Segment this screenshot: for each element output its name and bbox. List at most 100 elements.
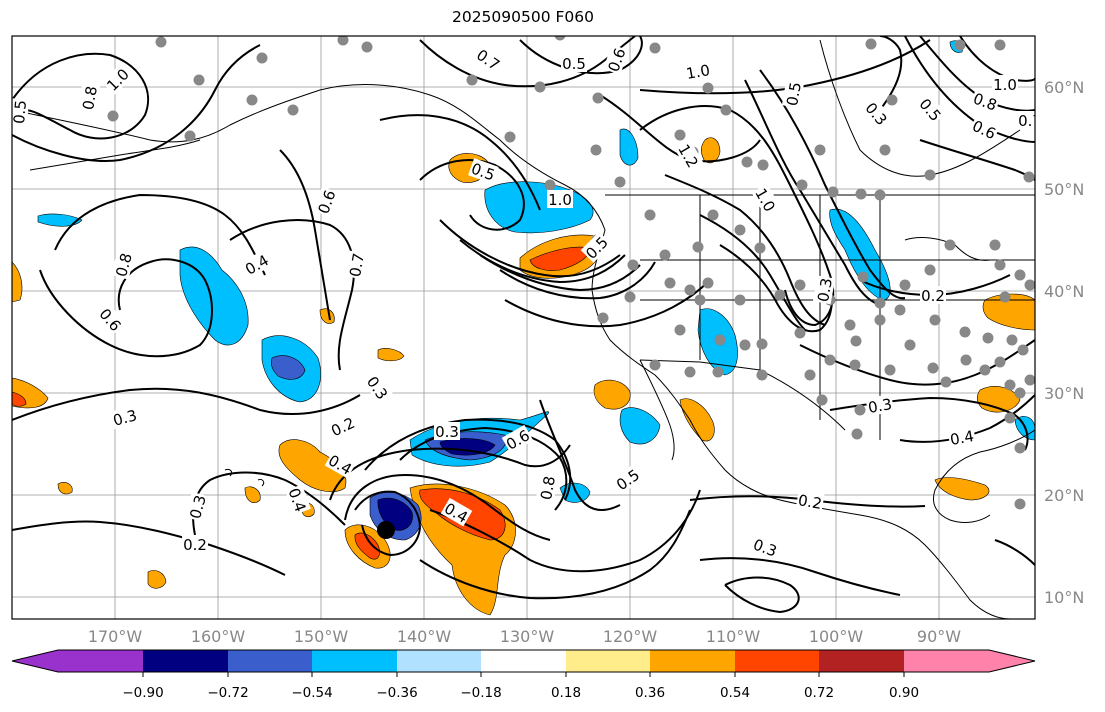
station-dot (886, 94, 898, 106)
station-dot (796, 179, 808, 191)
colorbar-segment-1 (143, 650, 228, 672)
colorbar-tick-label-2: −0.54 (291, 685, 332, 701)
contour-label-group: 0.7 (344, 250, 368, 280)
station-dot (999, 291, 1011, 303)
station-dot (757, 159, 769, 171)
station-dot (337, 36, 349, 46)
station-dot (874, 314, 886, 326)
contour-label-bg (326, 412, 359, 440)
contour-label-bg (915, 93, 947, 126)
station-dots (107, 36, 1035, 510)
contour-label: 0.2 (921, 287, 945, 305)
lon-label-6: 110°W (706, 627, 761, 646)
positive-area-small4 (57, 482, 73, 495)
positive-area-mexico (934, 477, 990, 501)
contour-label: 0.5 (562, 55, 586, 73)
station-dot (804, 369, 816, 381)
lat-label-5: 10°N (1044, 588, 1084, 607)
positive-core-west-edge (12, 391, 27, 407)
station-dot (649, 42, 661, 54)
contour-label: 0.3 (814, 277, 836, 304)
station-dot (714, 334, 726, 346)
contour-label-group: 0.8 (77, 83, 101, 113)
contour-label-bg (472, 44, 505, 75)
station-dot (960, 354, 972, 366)
lat-label-1: 50°N (1044, 180, 1084, 199)
contour-label: 0.3 (435, 423, 459, 441)
station-dot (1024, 279, 1035, 291)
lon-label-2: 150°W (294, 627, 349, 646)
negative-core-hawaii-n (270, 355, 306, 380)
contour-label-group: 1.0 (683, 59, 713, 83)
station-dot (899, 279, 911, 291)
station-dot (816, 394, 828, 406)
contour-label-bg (313, 186, 339, 217)
contour-label: 0.3 (867, 395, 894, 417)
station-dot (1006, 334, 1018, 346)
lon-label-1: 160°W (191, 627, 246, 646)
contour-label-group: 0.2 (795, 489, 825, 513)
colorbar-tick-label-5: 0.18 (551, 685, 581, 701)
contour-label: 0.8 (79, 85, 101, 112)
contour-label: 0.3 (186, 493, 210, 521)
positive-area-hawaii (278, 439, 347, 493)
station-dot (894, 304, 906, 316)
station-dot (246, 94, 258, 106)
contour-label-bg (440, 497, 473, 527)
station-dot (756, 338, 768, 350)
station-dot (361, 41, 373, 53)
contour-label-bg (109, 404, 140, 430)
station-dot (1014, 387, 1026, 399)
contour-label-group: 0.2 (920, 286, 946, 305)
contour-label-bg (751, 183, 781, 216)
station-dot (865, 38, 877, 50)
station-dot (734, 294, 746, 306)
station-dot (590, 144, 602, 156)
station-dot (850, 335, 862, 347)
contour-label-bg (920, 286, 946, 304)
colorbar-segment-2 (228, 650, 312, 672)
colorbar-tick-label-0: −0.90 (122, 685, 163, 701)
longitude-labels: 170°W 160°W 150°W 140°W 130°W 120°W 110°W 100°W… (88, 627, 961, 646)
station-dot (614, 176, 626, 188)
station-dot (664, 277, 676, 289)
contour-label-group: 0.3 (865, 393, 895, 417)
station-dot (849, 359, 861, 371)
contour-label-bg (683, 59, 713, 83)
station-dot (794, 327, 806, 339)
colorbar-tick-label-3: −0.36 (376, 685, 417, 701)
station-dot (994, 356, 1006, 368)
colorbar-segment-4 (397, 650, 481, 672)
station-dot (554, 36, 566, 41)
station-dot (754, 242, 766, 254)
station-dot (944, 239, 956, 251)
lon-label-7: 100°W (809, 627, 864, 646)
map-frame (11, 35, 1036, 620)
station-dot (624, 291, 636, 303)
contour-label: 0.5 (10, 99, 30, 124)
station-dot (627, 259, 639, 271)
station-dot (466, 74, 478, 86)
contour-label-group: 1.0 (547, 190, 573, 209)
station-dot (794, 279, 806, 291)
contour-label-bg (101, 63, 133, 95)
lat-label-0: 60°N (1044, 78, 1084, 97)
contour-label-bg (95, 303, 127, 336)
contour-label-bg (947, 425, 977, 449)
station-dot (734, 224, 746, 236)
contour-label-bg (580, 231, 612, 263)
station-dot (1004, 412, 1016, 424)
aleutian-chain (29, 139, 201, 171)
contour-label-bg (184, 491, 210, 522)
station-dot (904, 339, 916, 351)
station-dot (927, 362, 939, 374)
colorbar-outline (11, 649, 1036, 673)
colorbar-segment-5 (481, 650, 566, 672)
map-background (12, 36, 1035, 619)
station-dot (982, 332, 994, 344)
colorbar-segment-9 (819, 650, 904, 672)
station-dot (924, 264, 936, 276)
contour-label-group: 0.5 (10, 98, 30, 126)
lon-label-5: 120°W (603, 627, 658, 646)
